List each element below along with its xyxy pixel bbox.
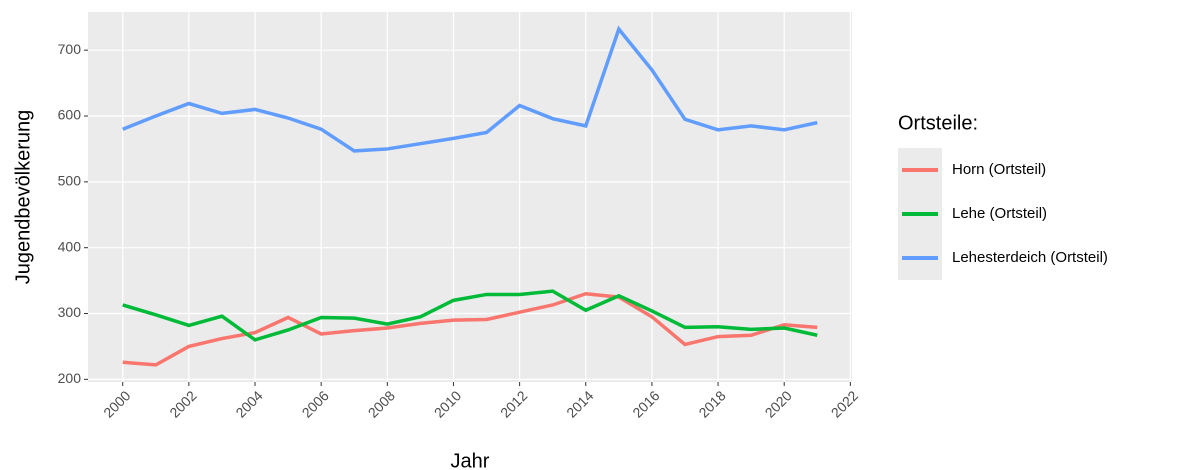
legend-label: Horn (Ortsteil) <box>952 161 1046 178</box>
x-tick-label: 2002 <box>166 387 199 420</box>
y-tick-label: 700 <box>58 41 82 57</box>
line-series <box>122 289 818 342</box>
line-series <box>122 25 818 153</box>
x-tick-label: 2014 <box>563 387 596 420</box>
x-tick-label: 2004 <box>232 387 265 420</box>
x-tick-label: 2006 <box>299 387 332 420</box>
y-tick-label: 200 <box>58 370 82 386</box>
x-axis-title: Jahr <box>451 450 490 470</box>
legend-title: Ortsteile: <box>898 112 978 134</box>
x-tick-label: 2000 <box>100 387 133 420</box>
x-tick-label: 2016 <box>629 387 662 420</box>
x-tick-label: 2012 <box>497 387 530 420</box>
x-tick-label: 2022 <box>828 387 861 420</box>
x-tick-label: 2008 <box>365 387 398 420</box>
y-tick-label: 300 <box>58 304 82 320</box>
x-tick-label: 2020 <box>762 387 795 420</box>
legend-label: Lehesterdeich (Ortsteil) <box>952 249 1108 266</box>
x-tick-label: 2010 <box>431 387 464 420</box>
line-series <box>122 292 818 367</box>
y-tick-label: 500 <box>58 173 82 189</box>
x-tick-label: 2018 <box>695 387 728 420</box>
legend-label: Lehe (Ortsteil) <box>952 205 1047 222</box>
y-tick-label: 600 <box>58 107 82 123</box>
y-axis-title: Jugendbevölkerung <box>12 110 34 285</box>
y-tick-label: 400 <box>58 238 82 254</box>
